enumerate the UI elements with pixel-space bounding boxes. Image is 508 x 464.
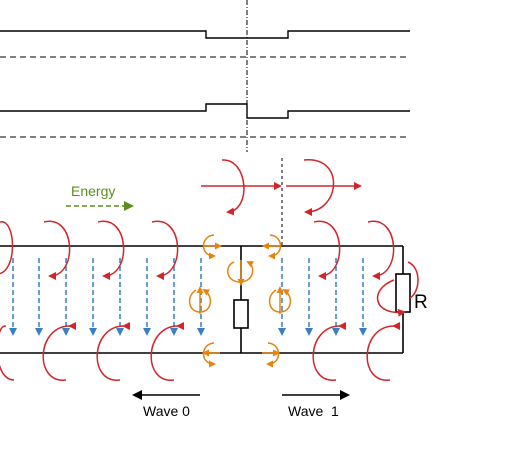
middle-resistor	[233, 299, 249, 329]
current-loops	[188, 234, 292, 368]
field-loops-upper	[201, 159, 362, 216]
magnetic-loops-line	[0, 220, 419, 381]
termination-resistor	[395, 273, 411, 313]
waveform-top	[0, 30, 410, 39]
energy-label: Energy	[71, 183, 115, 199]
electric-field-arrows	[9, 258, 367, 336]
wave0-label: Wave 0	[143, 403, 190, 419]
wave1-label: Wave 1	[288, 403, 339, 419]
transmission-line	[0, 245, 404, 354]
waveform-bottom	[0, 103, 410, 119]
resistor-label: R	[414, 292, 428, 313]
